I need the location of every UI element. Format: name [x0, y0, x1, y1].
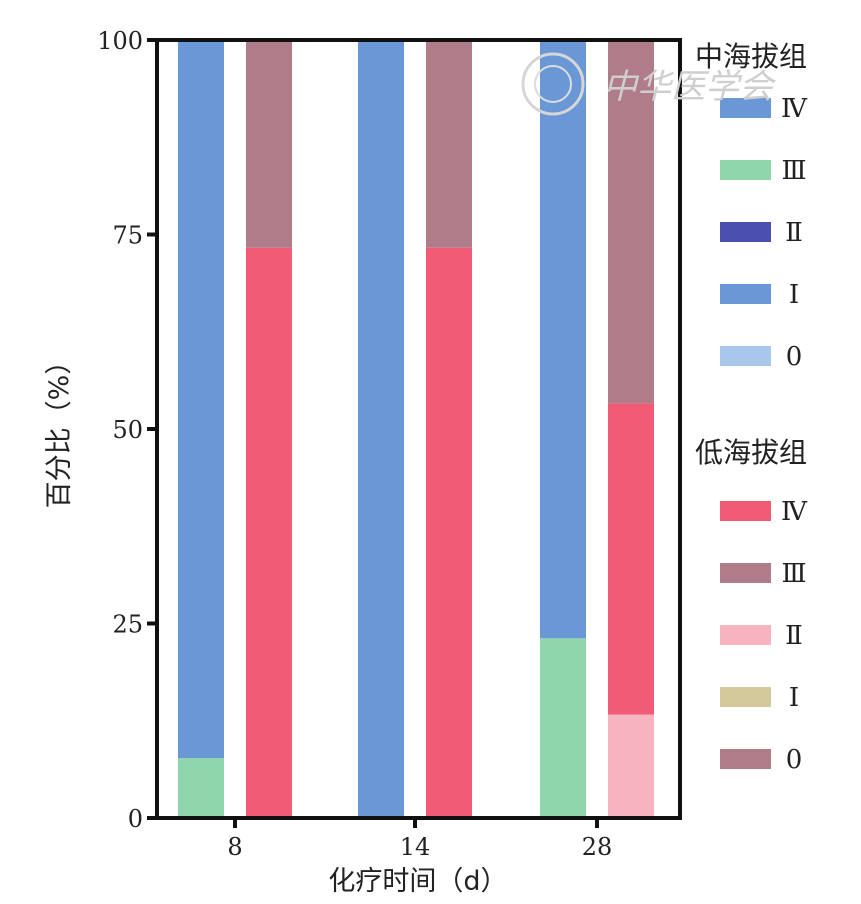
bars-layer — [178, 40, 654, 818]
bar-segment-g0-s4-c1 — [358, 40, 404, 818]
legend-label: Ⅱ — [785, 218, 803, 248]
x-axis-title: 化疗时间（d） — [328, 866, 507, 897]
legend-label: Ⅱ — [785, 621, 803, 651]
y-tick-label: 25 — [112, 611, 143, 639]
legend-swatch — [718, 344, 773, 368]
bar-segment-g1-s4-c1 — [426, 40, 472, 248]
legend-title: 低海拔组 — [695, 436, 807, 469]
legend-label: Ⅰ — [789, 280, 799, 310]
y-axis-title: 百分比（%） — [44, 348, 75, 509]
y-tick-label: 0 — [128, 805, 143, 833]
legend-swatch — [718, 96, 773, 120]
legend-swatch — [718, 158, 773, 182]
legend-label: Ⅳ — [781, 94, 808, 124]
y-tick-label: 100 — [97, 27, 143, 55]
legend-swatch — [718, 561, 773, 585]
legend-swatch — [718, 623, 773, 647]
watermark-text: 中华医学会 — [603, 67, 777, 107]
watermark: 中华医学会 — [521, 52, 777, 116]
legend-swatch — [718, 499, 773, 523]
legend-label: Ⅲ — [781, 156, 806, 186]
x-tick-label: 14 — [400, 833, 431, 861]
bar-segment-g0-s3-c2 — [540, 638, 586, 818]
bar-segment-g1-s2-c2 — [608, 714, 654, 818]
x-tick-label: 28 — [582, 833, 613, 861]
bar-segment-g0-s4-c0 — [178, 40, 224, 759]
bar-segment-g0-s4-c2 — [540, 40, 586, 639]
bar-segment-g0-s3-c0 — [178, 758, 224, 818]
legend-swatch — [718, 747, 773, 771]
legend-title: 中海拔组 — [695, 40, 807, 73]
legend-label: 0 — [786, 342, 803, 372]
legend-label: Ⅲ — [781, 559, 806, 589]
bar-segment-g1-s4-c2 — [608, 40, 654, 404]
watermark-seal-icon — [521, 52, 585, 116]
legend-label: 0 — [786, 745, 803, 775]
y-tick-label: 75 — [112, 222, 143, 250]
x-tick-label: 8 — [227, 833, 242, 861]
x-axis: 8 14 28 — [227, 818, 612, 861]
plot-frame — [155, 38, 682, 820]
legend-label: Ⅰ — [789, 683, 799, 713]
watermark-seal-inner — [534, 65, 572, 103]
y-axis: 0 25 50 75 100 — [97, 27, 157, 833]
legend-swatch — [718, 282, 773, 306]
y-tick-label: 50 — [112, 416, 143, 444]
bar-segment-g1-s3-c0 — [246, 247, 292, 818]
legend-swatch — [718, 685, 773, 709]
legend-swatch — [718, 220, 773, 244]
legend-label: Ⅳ — [781, 497, 808, 527]
bar-segment-g1-s3-c2 — [608, 403, 654, 715]
legend: 中海拔组 Ⅳ Ⅲ Ⅱ Ⅰ 0 低海拔组 Ⅳ Ⅲ Ⅱ Ⅰ 0 — [695, 40, 808, 775]
bar-segment-g1-s3-c1 — [426, 247, 472, 818]
bar-segment-g1-s4-c0 — [246, 40, 292, 248]
